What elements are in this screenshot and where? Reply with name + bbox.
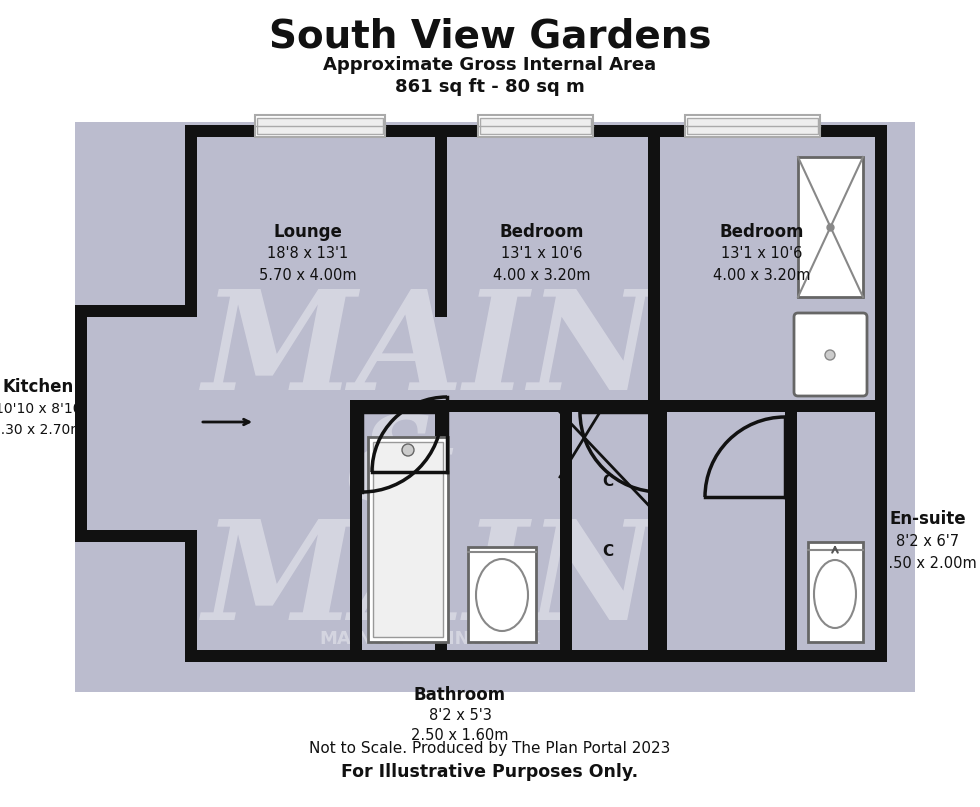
Bar (257, 118, 383, 134)
Bar (75, 305, 87, 542)
Bar (785, 412, 797, 662)
Bar (687, 118, 818, 134)
Text: Bedroom: Bedroom (500, 223, 584, 241)
Text: Lounge: Lounge (273, 223, 342, 241)
Bar (435, 412, 447, 525)
Text: 5.70 x 4.00m: 5.70 x 4.00m (259, 269, 357, 283)
Text: South View Gardens: South View Gardens (269, 18, 711, 56)
Bar (655, 412, 667, 662)
Text: Bedroom: Bedroom (719, 223, 805, 241)
Text: 2.50 x 2.00m: 2.50 x 2.00m (879, 555, 977, 571)
Text: 13'1 x 10'6: 13'1 x 10'6 (502, 246, 583, 261)
Circle shape (825, 350, 835, 360)
Text: &: & (347, 409, 454, 525)
Circle shape (402, 444, 414, 456)
Bar (350, 400, 560, 412)
Bar (185, 537, 197, 662)
Text: En-suite: En-suite (890, 510, 966, 528)
Text: Bathroom: Bathroom (414, 686, 506, 704)
Text: 4.00 x 3.20m: 4.00 x 3.20m (713, 269, 810, 283)
Text: 3.30 x 2.70m: 3.30 x 2.70m (0, 423, 84, 437)
Text: 10'10 x 8'10: 10'10 x 8'10 (0, 402, 81, 416)
Bar (785, 400, 887, 412)
Text: C: C (603, 545, 613, 559)
FancyBboxPatch shape (794, 313, 867, 396)
Bar (685, 115, 820, 137)
Text: MAINANDMAIN.CO.UK: MAINANDMAIN.CO.UK (319, 630, 540, 648)
Bar (478, 115, 593, 137)
Text: Kitchen: Kitchen (2, 378, 73, 396)
Text: 861 sq ft - 80 sq m: 861 sq ft - 80 sq m (395, 78, 585, 96)
Text: 18'8 x 13'1: 18'8 x 13'1 (268, 246, 349, 261)
Bar (648, 125, 660, 662)
Bar (798, 157, 863, 297)
Bar (368, 437, 448, 642)
Text: Not to Scale. Produced by The Plan Portal 2023: Not to Scale. Produced by The Plan Porta… (310, 742, 670, 756)
Text: For Illustrative Purposes Only.: For Illustrative Purposes Only. (341, 763, 639, 781)
Text: 4.00 x 3.20m: 4.00 x 3.20m (493, 269, 591, 283)
Bar (468, 547, 536, 642)
Text: 8'2 x 6'7: 8'2 x 6'7 (897, 533, 959, 549)
Ellipse shape (476, 559, 528, 631)
Bar (373, 442, 443, 637)
Bar (480, 118, 591, 134)
Bar (560, 400, 655, 412)
Bar (648, 400, 655, 412)
Bar (808, 542, 863, 642)
Bar (185, 125, 875, 137)
Bar (875, 125, 887, 662)
Bar (648, 400, 785, 412)
Bar (560, 412, 572, 662)
Bar (350, 412, 362, 662)
Text: MAIN: MAIN (203, 285, 657, 419)
Bar (435, 137, 447, 317)
Text: C: C (603, 475, 613, 490)
Text: 8'2 x 5'3: 8'2 x 5'3 (428, 708, 491, 722)
Bar (435, 467, 447, 662)
Text: 2.50 x 1.60m: 2.50 x 1.60m (412, 727, 509, 742)
Text: Approximate Gross Internal Area: Approximate Gross Internal Area (323, 56, 657, 74)
Bar (75, 122, 915, 692)
Bar (75, 305, 197, 317)
Bar (185, 650, 875, 662)
Ellipse shape (814, 560, 856, 628)
Bar (255, 115, 385, 137)
Text: 13'1 x 10'6: 13'1 x 10'6 (721, 246, 803, 261)
Bar (185, 125, 197, 317)
Text: MAIN: MAIN (203, 515, 657, 649)
Bar (75, 530, 197, 542)
